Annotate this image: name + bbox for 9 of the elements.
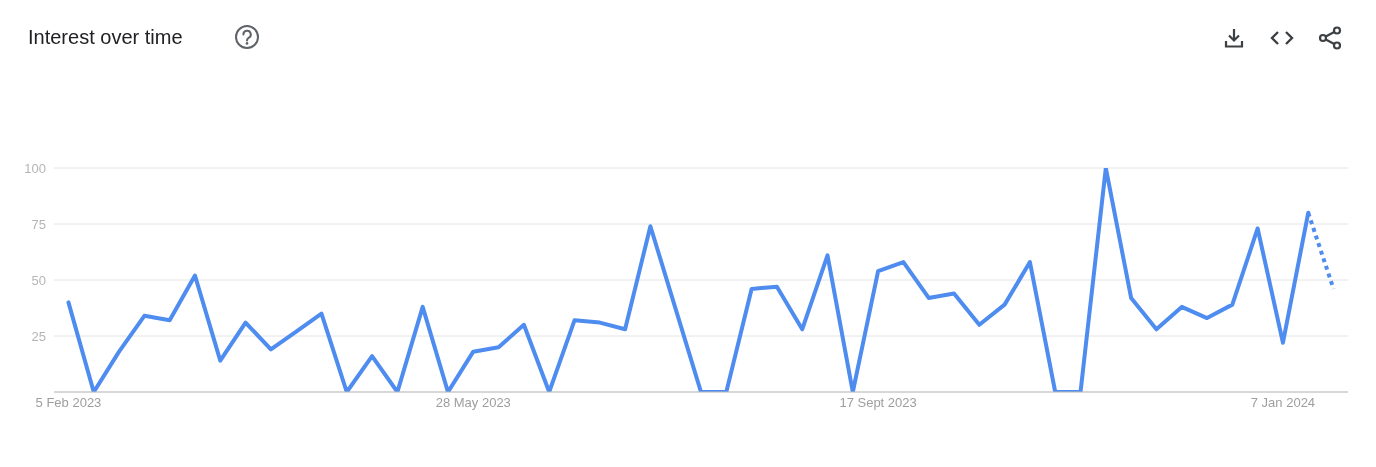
- x-tick-label: 7 Jan 2024: [1250, 395, 1316, 411]
- x-tick-label: 17 Sept 2023: [839, 395, 917, 411]
- chart-title: Interest over time: [28, 25, 183, 50]
- x-tick-label: 5 Feb 2023: [35, 395, 102, 411]
- y-tick-label: 25: [31, 328, 46, 344]
- y-tick-label: 75: [31, 216, 46, 232]
- y-tick-label: 50: [31, 272, 46, 288]
- y-tick-label: 100: [24, 160, 46, 176]
- x-tick-label: 28 May 2023: [435, 395, 511, 411]
